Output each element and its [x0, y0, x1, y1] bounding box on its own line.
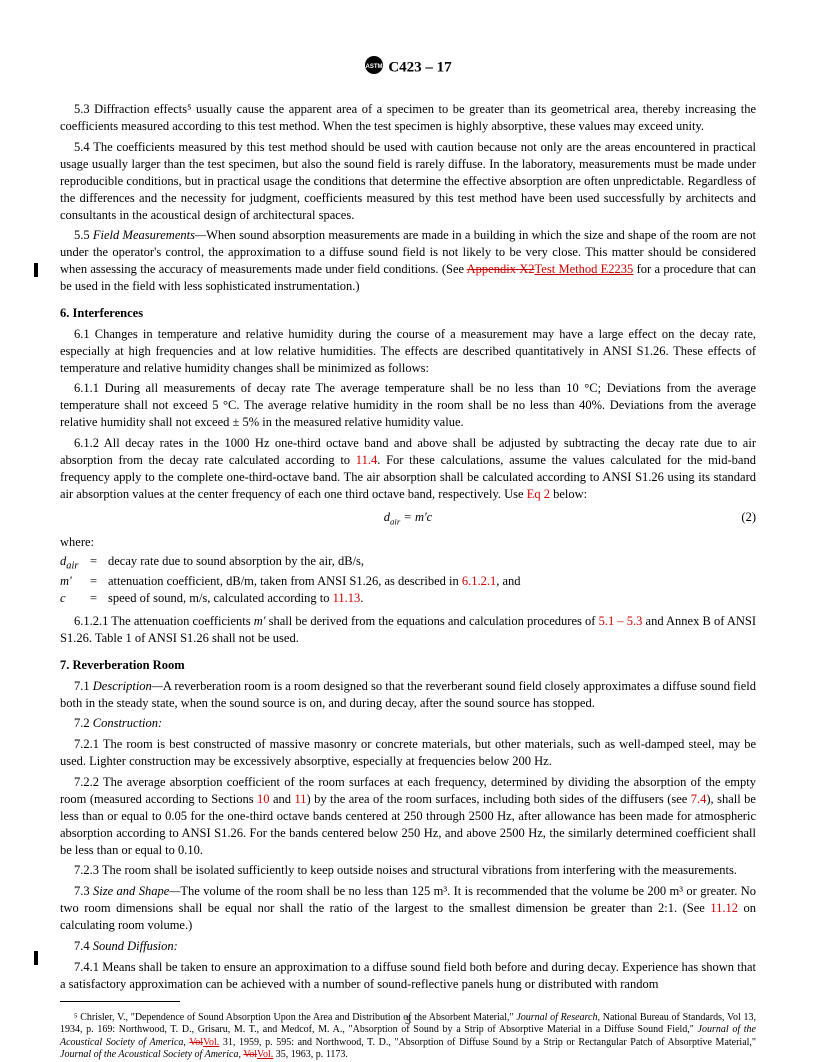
- ref-link[interactable]: 11.4: [356, 453, 377, 467]
- where-label: where:: [60, 534, 756, 551]
- ref-link[interactable]: 11.13: [333, 591, 361, 605]
- ref-link[interactable]: 5.1 – 5.3: [599, 614, 643, 628]
- para-5-5: 5.5 Field Measurements—When sound absorp…: [60, 227, 756, 295]
- footnote-rule: [60, 1001, 180, 1002]
- para-6-1: 6.1 Changes in temperature and relative …: [60, 326, 756, 377]
- para-7-2-1: 7.2.1 The room is best constructed of ma…: [60, 736, 756, 770]
- para-6-1-1: 6.1.1 During all measurements of decay r…: [60, 380, 756, 431]
- para-6-1-2-1: 6.1.2.1 The attenuation coefficients m' …: [60, 613, 756, 647]
- para-7-4: 7.4 Sound Diffusion:: [60, 938, 756, 955]
- change-bar: [34, 263, 38, 277]
- definitions: dair=decay rate due to sound absorption …: [60, 553, 756, 607]
- ref-link[interactable]: 11: [294, 792, 306, 806]
- para-7-2: 7.2 Construction:: [60, 715, 756, 732]
- section-6-head: 6. Interferences: [60, 305, 756, 322]
- para-7-2-2: 7.2.2 The average absorption coefficient…: [60, 774, 756, 858]
- astm-logo: ASTM: [364, 55, 384, 81]
- para-7-1: 7.1 Description—A reverberation room is …: [60, 678, 756, 712]
- para-5-4: 5.4 The coefficients measured by this te…: [60, 139, 756, 223]
- ref-link[interactable]: 7.4: [691, 792, 707, 806]
- ref-link[interactable]: 11.12: [710, 901, 738, 915]
- change-bar: [34, 951, 38, 965]
- para-7-3: 7.3 Size and Shape—The volume of the roo…: [60, 883, 756, 934]
- ref-link[interactable]: 10: [257, 792, 270, 806]
- deleted-text: Appendix X2: [467, 262, 535, 276]
- svg-text:ASTM: ASTM: [366, 64, 383, 70]
- para-7-4-1: 7.4.1 Means shall be taken to ensure an …: [60, 959, 756, 993]
- para-5-3: 5.3 Diffraction effects⁵ usually cause t…: [60, 101, 756, 135]
- inserted-text: Test Method: [535, 262, 601, 276]
- section-7-head: 7. Reverberation Room: [60, 657, 756, 674]
- para-6-1-2: 6.1.2 All decay rates in the 1000 Hz one…: [60, 435, 756, 503]
- equation-number: (2): [741, 509, 756, 526]
- ref-link[interactable]: Eq 2: [527, 487, 550, 501]
- ref-link[interactable]: 6.1.2.1: [462, 574, 496, 588]
- para-7-2-3: 7.2.3 The room shall be isolated suffici…: [60, 862, 756, 879]
- ref-link[interactable]: E2235: [601, 262, 634, 276]
- page-header: ASTM C423 – 17: [60, 55, 756, 81]
- designation: C423 – 17: [388, 60, 451, 76]
- page-number: 3: [0, 1012, 816, 1028]
- equation-2: dair = m'c (2): [60, 509, 756, 528]
